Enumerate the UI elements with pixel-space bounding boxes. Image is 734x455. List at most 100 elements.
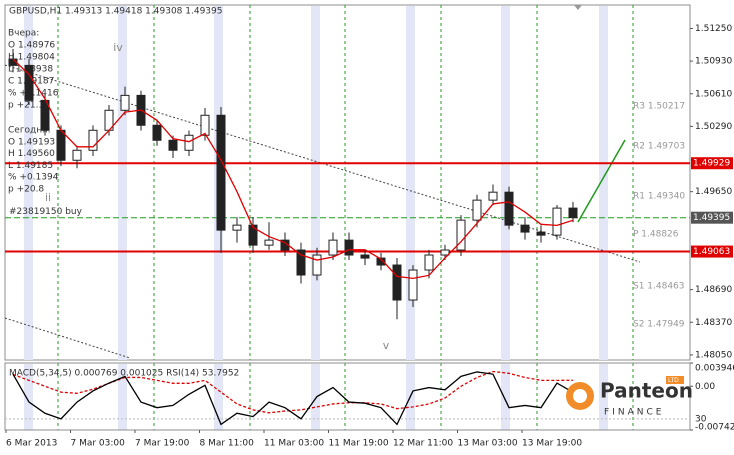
candle-body (72, 149, 82, 161)
y-tick-label: 1.48050 (695, 350, 732, 360)
candle-body (456, 219, 466, 251)
y-tick-label: 1.51250 (695, 24, 732, 34)
logo-badge-text: LTD (668, 377, 679, 384)
x-tick-label: 13 Mar 03:00 (458, 439, 518, 449)
candle-body (408, 269, 418, 301)
candle-body (440, 249, 450, 256)
info-line: H 1.49560 (8, 149, 55, 159)
session-band (501, 364, 510, 430)
candle-body (168, 139, 178, 151)
session-band (311, 6, 320, 360)
x-tick-label: 7 Mar 19:00 (135, 439, 190, 449)
candle-body (56, 129, 66, 161)
x-tick-label: 6 Mar 2013 (6, 439, 57, 449)
chart-title: GBPUSD,H1 1.49313 1.49418 1.49308 1.4939… (9, 7, 222, 17)
session-band (214, 364, 223, 430)
candle-body (376, 257, 386, 266)
candle-body (152, 124, 162, 141)
candle-body (488, 191, 498, 201)
y-tick-label: 1.50290 (695, 122, 732, 132)
candle-body (184, 134, 194, 151)
session-band (311, 364, 320, 430)
y-tick-label: 1.50610 (695, 89, 732, 99)
x-tick-label: 11 Mar 19:00 (329, 439, 389, 449)
pivot-label: S2 1.47949 (633, 320, 685, 330)
candle-body (424, 254, 434, 271)
level-box (691, 211, 733, 224)
session-band (118, 364, 127, 430)
rsi-line (12, 371, 574, 426)
session-band (406, 6, 415, 360)
x-tick-label: 12 Mar 11:00 (393, 439, 453, 449)
candle-body (472, 199, 482, 221)
info-line: O 1.49193 (8, 137, 55, 147)
level-label: 1.49063 (693, 247, 730, 257)
y-tick-label: 1.48370 (695, 318, 732, 328)
order-label: #23819150 buy (9, 207, 83, 217)
candle-body (392, 264, 402, 301)
session-band (501, 6, 510, 360)
pivot-label: P 1.48826 (633, 230, 679, 240)
y2-tick-label: 0.00 (695, 382, 715, 392)
candle-body (296, 249, 306, 276)
candle-body (248, 224, 258, 246)
candle-body (264, 239, 274, 246)
candle-body (232, 224, 242, 231)
info-line: L 1.49185 (8, 161, 53, 171)
wave-label: ii (45, 191, 51, 204)
wave-label: v (383, 339, 390, 352)
level-label: 1.49395 (693, 213, 730, 223)
candle-body (120, 94, 130, 111)
level-box (691, 245, 733, 258)
candle-body (40, 99, 50, 131)
logo-sub: FINANCE (604, 408, 664, 418)
level-label: 1.49929 (693, 159, 730, 169)
y2-tick-label: -0.00742 (695, 423, 734, 433)
session-band (118, 6, 127, 360)
session-band (24, 6, 33, 360)
info-line: p +20.8 (8, 185, 44, 195)
candle-body (24, 64, 34, 101)
candle-body (536, 231, 546, 236)
candle-body (216, 114, 226, 231)
candle-body (520, 224, 530, 233)
x-tick-label: 11 Mar 03:00 (264, 439, 324, 449)
candle-body (344, 239, 354, 256)
main-frame (4, 4, 691, 361)
pivot-label: R3 1.50217 (633, 102, 685, 112)
wave-label: iv (113, 41, 123, 54)
sub-title: MACD(5,34,5) 0.000769 0.001025 RSI(14) 5… (9, 369, 239, 379)
level-box (691, 157, 733, 170)
y-tick-label: 1.49650 (695, 187, 732, 197)
candle-body (88, 129, 98, 151)
candle-body (360, 254, 370, 259)
pivot-label: S1 1.48463 (633, 282, 685, 292)
candle-body (328, 239, 338, 256)
y-tick-label: 1.48690 (695, 285, 732, 295)
info-line: % +0.1394 (8, 173, 59, 183)
logo: Panteon FINANCE LTD (566, 376, 693, 418)
session-band (24, 364, 33, 430)
shift-marker (574, 5, 582, 10)
x-tick-label: 8 Mar 11:00 (200, 439, 255, 449)
y-tick-label: 1.50930 (695, 57, 732, 67)
x-tick-label: 7 Mar 03:00 (71, 439, 126, 449)
candle-body (552, 207, 562, 236)
trend-line (4, 317, 131, 359)
pivot-label: R2 1.49703 (633, 142, 685, 152)
info-line: O 1.48976 (8, 41, 55, 51)
session-band (599, 364, 608, 430)
rsi-tick-label: 30 (695, 414, 707, 424)
info-line: p +21.1 (8, 101, 44, 111)
y2-tick-label: 0.003946 (695, 364, 734, 374)
info-line: Сегодня: (8, 126, 51, 136)
candle-body (568, 207, 578, 219)
info-line: H 1.49804 (8, 53, 55, 63)
forecast-line (577, 139, 626, 223)
logo-badge (666, 376, 684, 384)
info-line: Вчера: (8, 29, 39, 39)
moving-average (12, 58, 574, 280)
x-tick-label: 13 Mar 19:00 (522, 439, 582, 449)
